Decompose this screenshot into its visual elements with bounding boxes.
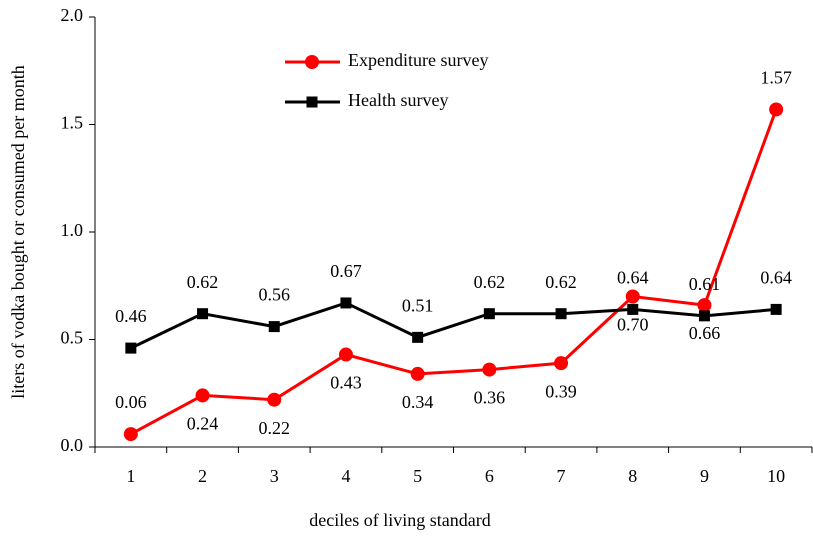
y-tick-label: 0.0 bbox=[61, 435, 84, 455]
point bbox=[698, 310, 710, 322]
x-tick-label: 1 bbox=[126, 466, 135, 486]
point bbox=[555, 308, 567, 320]
y-axis-label: liters of vodka bought or consumed per m… bbox=[8, 65, 28, 398]
point bbox=[554, 356, 569, 371]
point bbox=[123, 427, 138, 442]
point bbox=[267, 392, 282, 407]
data-label: 0.56 bbox=[259, 285, 291, 305]
series-line bbox=[130, 108, 778, 436]
point bbox=[197, 308, 209, 320]
data-label: 0.62 bbox=[187, 272, 219, 292]
y-tick-label: 0.5 bbox=[61, 328, 84, 348]
x-axis-label: deciles of living standard bbox=[309, 510, 490, 530]
data-label: 0.39 bbox=[545, 381, 577, 401]
data-label: 0.64 bbox=[617, 268, 649, 288]
point bbox=[125, 342, 137, 354]
point bbox=[412, 331, 424, 343]
y-tick-label: 1.5 bbox=[61, 113, 84, 133]
data-label: 0.06 bbox=[115, 392, 147, 412]
data-label: 0.46 bbox=[115, 306, 147, 326]
point bbox=[305, 55, 319, 69]
series-line bbox=[130, 301, 777, 350]
data-label: 1.57 bbox=[760, 68, 792, 88]
data-label: 0.62 bbox=[545, 272, 577, 292]
x-tick-label: 7 bbox=[557, 466, 566, 486]
point bbox=[410, 366, 425, 381]
x-tick-label: 6 bbox=[485, 466, 494, 486]
data-label: 0.51 bbox=[402, 295, 434, 315]
data-label: 0.22 bbox=[259, 418, 291, 438]
data-label: 0.34 bbox=[402, 392, 434, 412]
data-label: 0.36 bbox=[474, 388, 506, 408]
data-label: 0.62 bbox=[474, 272, 506, 292]
data-label: 0.61 bbox=[689, 274, 721, 294]
x-tick-label: 8 bbox=[628, 466, 637, 486]
point bbox=[483, 308, 495, 320]
point bbox=[338, 347, 353, 362]
legend-label: Health survey bbox=[348, 90, 448, 110]
y-tick-label: 2.0 bbox=[61, 5, 84, 25]
data-label: 0.67 bbox=[330, 261, 362, 281]
point bbox=[306, 96, 318, 108]
data-label: 0.66 bbox=[689, 323, 721, 343]
point bbox=[769, 102, 784, 117]
point bbox=[625, 289, 640, 304]
y-tick-label: 1.0 bbox=[61, 220, 84, 240]
x-tick-label: 10 bbox=[767, 466, 785, 486]
point bbox=[697, 298, 712, 313]
x-tick-label: 9 bbox=[700, 466, 709, 486]
point bbox=[482, 362, 497, 377]
data-label: 0.64 bbox=[760, 268, 792, 288]
data-label: 0.43 bbox=[330, 373, 362, 393]
point bbox=[770, 303, 782, 315]
point bbox=[195, 388, 210, 403]
data-label: 0.24 bbox=[187, 414, 219, 434]
point bbox=[268, 321, 280, 333]
x-tick-label: 2 bbox=[198, 466, 207, 486]
x-tick-label: 3 bbox=[270, 466, 279, 486]
x-tick-label: 4 bbox=[341, 466, 350, 486]
data-label: 0.70 bbox=[617, 315, 649, 335]
point bbox=[627, 303, 639, 315]
x-tick-label: 5 bbox=[413, 466, 422, 486]
legend-label: Expenditure survey bbox=[348, 50, 488, 70]
point bbox=[340, 297, 352, 309]
